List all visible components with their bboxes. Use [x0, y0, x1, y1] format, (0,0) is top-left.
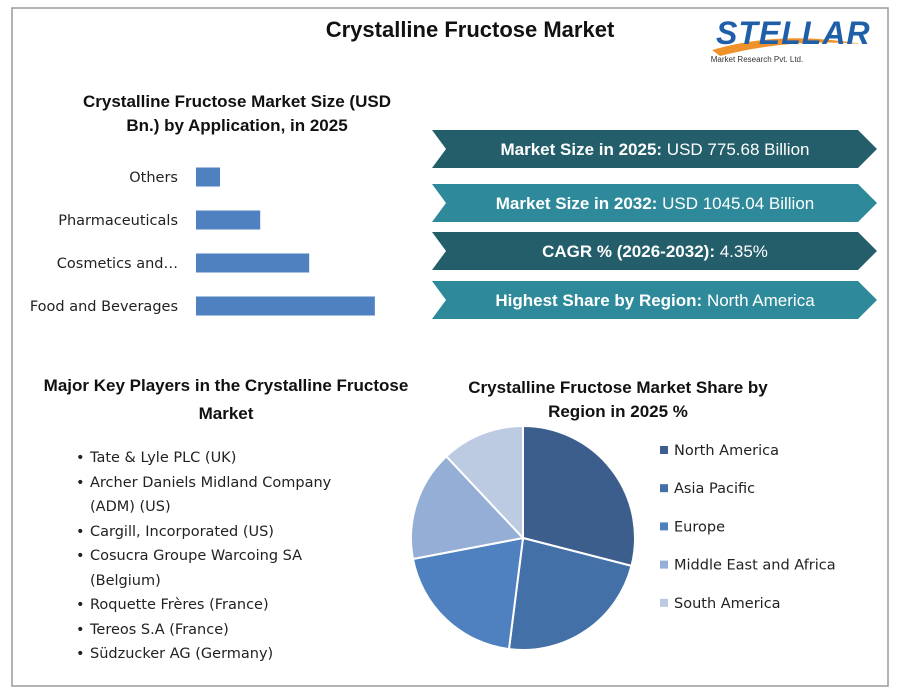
pie-slice — [410, 454, 525, 561]
bar — [196, 253, 310, 273]
highlight-text: Highest Share by Region: North America — [495, 291, 815, 310]
logo-name: STELLAR — [716, 15, 871, 51]
legend-swatch — [660, 560, 668, 569]
highlight-text: CAGR % (2026-2032): 4.35% — [542, 242, 768, 261]
highlight-label: Highest Share by Region: — [495, 291, 702, 310]
highlight-value: 4.35% — [720, 242, 768, 261]
logo-swoosh — [712, 38, 862, 56]
highlight-text: Market Size in 2032: USD 1045.04 Billion — [496, 194, 814, 213]
legend-label: Asia Pacific — [674, 481, 755, 497]
highlight-value: USD 1045.04 Billion — [662, 194, 814, 213]
key-players-list: Tate & Lyle PLC (UK)Archer Daniels Midla… — [74, 446, 364, 664]
highlight-label: Market Size in 2025: — [500, 140, 662, 159]
highlight-value: USD 775.68 Billion — [667, 140, 810, 159]
legend-label: South America — [674, 596, 781, 612]
key-player: Roquette Frères (France) — [74, 593, 364, 618]
highlight-label: CAGR % (2026-2032): — [542, 242, 715, 261]
highlight-label: Market Size in 2032: — [496, 194, 658, 213]
pie-slice — [444, 424, 524, 541]
highlight-value: North America — [707, 291, 815, 310]
legend-label: North America — [674, 443, 779, 459]
legend-swatch — [660, 484, 668, 493]
legend-swatch — [660, 598, 668, 607]
legend-label: Middle East and Africa — [674, 558, 836, 574]
bar — [196, 167, 221, 187]
pie-slice — [411, 536, 525, 651]
legend-swatch — [660, 446, 668, 454]
pie-slice — [507, 536, 633, 651]
highlight-banner — [432, 281, 877, 319]
bar-chart-title: Crystalline Fructose Market Size (USD Bn… — [83, 92, 391, 135]
highlight-banner — [432, 130, 877, 168]
y-tick-label: Others — [129, 170, 178, 186]
key-player: Südzucker AG (Germany) — [74, 642, 364, 664]
highlight-banner — [432, 232, 877, 270]
y-tick-label: Cosmetics and… — [57, 256, 178, 272]
key-players-title: Major Key Players in the Crystalline Fru… — [43, 376, 409, 423]
key-player: Tate & Lyle PLC (UK) — [74, 446, 364, 471]
key-player: Tereos S.A (France) — [74, 618, 364, 643]
highlight-text: Market Size in 2025: USD 775.68 Billion — [500, 140, 809, 159]
y-tick-label: Pharmaceuticals — [58, 213, 178, 229]
bar — [196, 296, 375, 316]
bar — [196, 210, 261, 230]
logo-tagline: Market Research Pvt. Ltd. — [711, 55, 803, 64]
pie-slice — [522, 424, 636, 568]
page-title: Crystalline Fructose Market — [326, 17, 615, 42]
pie-chart-title: Crystalline Fructose Market Share by Reg… — [468, 378, 768, 421]
highlight-banner — [432, 184, 877, 222]
key-player: Archer Daniels Midland Company (ADM) (US… — [74, 471, 364, 520]
y-tick-label: Food and Beverages — [30, 299, 178, 315]
frame — [11, 7, 889, 687]
key-player: Cosucra Groupe Warcoing SA (Belgium) — [74, 544, 364, 593]
legend-swatch — [660, 522, 668, 531]
legend-label: Europe — [674, 519, 725, 535]
key-player: Cargill, Incorporated (US) — [74, 520, 364, 545]
